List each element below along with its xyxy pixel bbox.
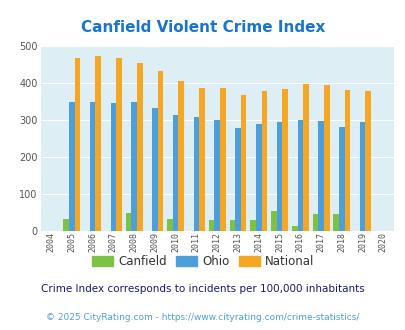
Bar <box>250 220 255 231</box>
Bar <box>323 85 329 231</box>
Bar <box>173 115 178 231</box>
Bar <box>90 102 95 231</box>
Bar <box>75 58 80 231</box>
Bar <box>69 102 75 231</box>
Bar <box>131 102 136 231</box>
Legend: Canfield, Ohio, National: Canfield, Ohio, National <box>87 250 318 273</box>
Bar <box>234 128 240 231</box>
Bar <box>220 88 225 231</box>
Bar <box>152 108 157 231</box>
Bar <box>240 95 246 231</box>
Bar <box>193 117 199 231</box>
Bar <box>178 81 183 231</box>
Bar <box>167 219 173 231</box>
Bar <box>271 212 276 231</box>
Bar <box>297 120 303 231</box>
Bar <box>255 124 261 231</box>
Bar <box>318 121 323 231</box>
Bar <box>303 84 308 231</box>
Bar <box>312 214 318 231</box>
Text: © 2025 CityRating.com - https://www.cityrating.com/crime-statistics/: © 2025 CityRating.com - https://www.city… <box>46 313 359 322</box>
Bar <box>359 122 364 231</box>
Bar <box>344 90 350 231</box>
Bar <box>116 58 121 231</box>
Bar <box>126 213 131 231</box>
Bar <box>157 71 163 231</box>
Bar <box>276 122 281 231</box>
Bar <box>364 90 370 231</box>
Bar <box>333 214 338 231</box>
Bar <box>214 120 220 231</box>
Bar <box>63 219 69 231</box>
Bar <box>110 103 116 231</box>
Bar <box>281 89 287 231</box>
Bar <box>338 127 344 231</box>
Bar <box>199 88 205 231</box>
Bar <box>95 56 101 231</box>
Bar <box>229 220 234 231</box>
Text: Crime Index corresponds to incidents per 100,000 inhabitants: Crime Index corresponds to incidents per… <box>41 284 364 294</box>
Text: Canfield Violent Crime Index: Canfield Violent Crime Index <box>81 20 324 35</box>
Bar <box>291 226 297 231</box>
Bar <box>136 63 142 231</box>
Bar <box>208 220 214 231</box>
Bar <box>261 91 266 231</box>
